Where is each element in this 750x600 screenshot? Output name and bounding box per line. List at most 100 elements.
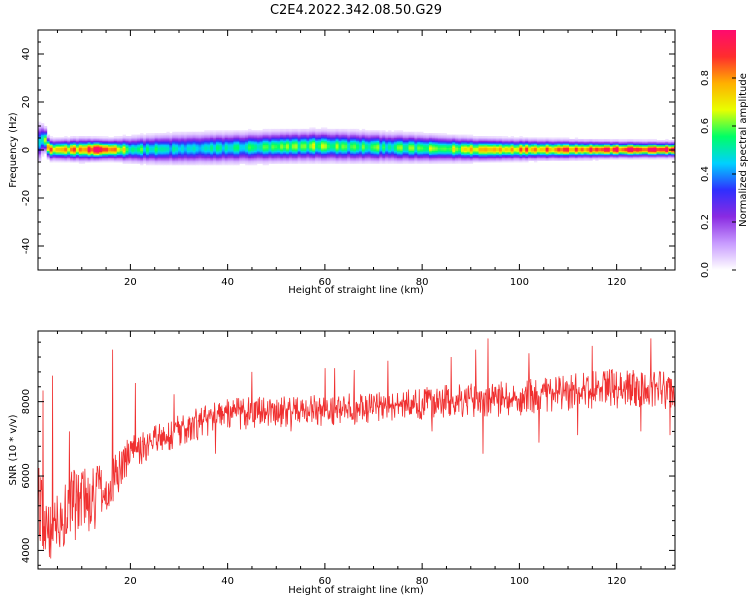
heatmap-cell bbox=[627, 140, 631, 143]
heatmap-cell bbox=[297, 143, 301, 146]
heatmap-cell bbox=[472, 140, 477, 143]
heatmap-cell bbox=[595, 138, 599, 141]
heatmap-cell bbox=[557, 137, 561, 140]
heatmap-cell bbox=[647, 156, 652, 159]
heatmap-cell bbox=[364, 136, 369, 138]
heatmap-cell bbox=[271, 128, 275, 131]
heatmap-cell bbox=[668, 150, 672, 153]
heatmap-cell bbox=[420, 141, 424, 144]
heatmap-cell bbox=[172, 144, 176, 147]
heatmap-cell bbox=[195, 134, 199, 137]
heatmap-cell bbox=[312, 141, 316, 144]
heatmap-cell bbox=[306, 162, 310, 164]
heatmap-cell bbox=[137, 144, 141, 147]
heatmap-cell bbox=[151, 163, 156, 166]
heatmap-cell bbox=[475, 144, 479, 147]
heatmap-cell bbox=[64, 146, 68, 148]
heatmap-cell bbox=[408, 131, 412, 134]
heatmap-cell bbox=[533, 151, 538, 154]
heatmap-cell bbox=[507, 159, 512, 161]
heatmap-cell bbox=[531, 140, 535, 143]
heatmap-cell bbox=[318, 160, 322, 163]
heatmap-cell bbox=[90, 150, 94, 153]
heatmap-cell bbox=[73, 159, 77, 161]
heatmap-cell bbox=[484, 151, 488, 154]
heatmap-cell bbox=[656, 143, 660, 146]
heatmap-cell bbox=[175, 131, 179, 134]
heatmap-cell bbox=[93, 141, 97, 144]
heatmap-cell bbox=[189, 149, 194, 151]
heatmap-cell bbox=[294, 140, 299, 143]
heatmap-cell bbox=[198, 151, 202, 154]
heatmap-cell bbox=[215, 146, 220, 148]
heatmap-cell bbox=[274, 138, 278, 141]
heatmap-cell bbox=[542, 151, 547, 154]
heatmap-cell bbox=[259, 153, 264, 156]
heatmap-cell bbox=[335, 154, 339, 157]
heatmap-cell bbox=[239, 136, 243, 138]
heatmap-cell bbox=[277, 144, 281, 147]
heatmap-cell bbox=[285, 146, 290, 148]
heatmap-cell bbox=[157, 138, 161, 141]
heatmap-cell bbox=[510, 154, 514, 157]
heatmap-cell bbox=[116, 144, 121, 147]
heatmap-cell bbox=[595, 149, 599, 151]
spectrogram-y-tick-label: 20 bbox=[21, 96, 32, 109]
heatmap-cell bbox=[431, 137, 436, 140]
heatmap-cell bbox=[641, 151, 646, 154]
heatmap-cell bbox=[493, 144, 497, 147]
heatmap-cell bbox=[38, 147, 42, 150]
heatmap-cell bbox=[160, 134, 164, 137]
heatmap-cell bbox=[262, 150, 266, 153]
heatmap-cell bbox=[528, 137, 532, 140]
heatmap-cell bbox=[653, 141, 657, 144]
heatmap-cell bbox=[498, 141, 503, 144]
heatmap-cell bbox=[262, 137, 266, 140]
heatmap-cell bbox=[242, 141, 246, 144]
heatmap-cell bbox=[154, 154, 159, 157]
heatmap-cell bbox=[347, 153, 351, 156]
heatmap-cell bbox=[166, 141, 170, 144]
heatmap-cell bbox=[52, 138, 56, 141]
heatmap-cell bbox=[119, 136, 124, 138]
heatmap-cell bbox=[650, 144, 655, 147]
heatmap-cell bbox=[283, 128, 287, 131]
heatmap-cell bbox=[533, 138, 538, 141]
heatmap-cell bbox=[108, 159, 112, 161]
heatmap-cell bbox=[624, 157, 628, 160]
heatmap-cell bbox=[498, 154, 503, 157]
heatmap-cell bbox=[414, 141, 418, 144]
heatmap-cell bbox=[431, 150, 436, 153]
heatmap-cell bbox=[431, 134, 436, 137]
heatmap-cell bbox=[531, 138, 535, 141]
heatmap-cell bbox=[73, 154, 77, 157]
heatmap-cell bbox=[84, 141, 88, 144]
heatmap-cell bbox=[641, 156, 646, 159]
heatmap-cell bbox=[376, 151, 380, 154]
heatmap-cell bbox=[566, 149, 570, 151]
heatmap-cell bbox=[650, 141, 655, 144]
heatmap-cell bbox=[332, 146, 336, 148]
heatmap-cell bbox=[393, 146, 398, 148]
heatmap-cell bbox=[75, 147, 80, 150]
heatmap-cell bbox=[163, 133, 167, 136]
heatmap-cell bbox=[116, 136, 121, 138]
heatmap-cell bbox=[510, 146, 514, 148]
heatmap-cell bbox=[481, 149, 485, 151]
heatmap-cell bbox=[647, 146, 652, 148]
heatmap-cell bbox=[198, 146, 202, 148]
heatmap-cell bbox=[396, 159, 401, 161]
heatmap-cell bbox=[323, 160, 328, 163]
heatmap-cell bbox=[300, 136, 304, 138]
heatmap-cell bbox=[332, 159, 336, 161]
heatmap-cell bbox=[604, 144, 608, 147]
heatmap-cell bbox=[644, 141, 649, 144]
heatmap-cell bbox=[391, 146, 395, 148]
heatmap-cell bbox=[169, 133, 173, 136]
heatmap-cell bbox=[78, 146, 83, 148]
heatmap-cell bbox=[361, 157, 366, 160]
heatmap-cell bbox=[256, 130, 261, 133]
heatmap-cell bbox=[49, 160, 53, 163]
heatmap-cell bbox=[490, 140, 494, 143]
heatmap-cell bbox=[548, 146, 552, 148]
